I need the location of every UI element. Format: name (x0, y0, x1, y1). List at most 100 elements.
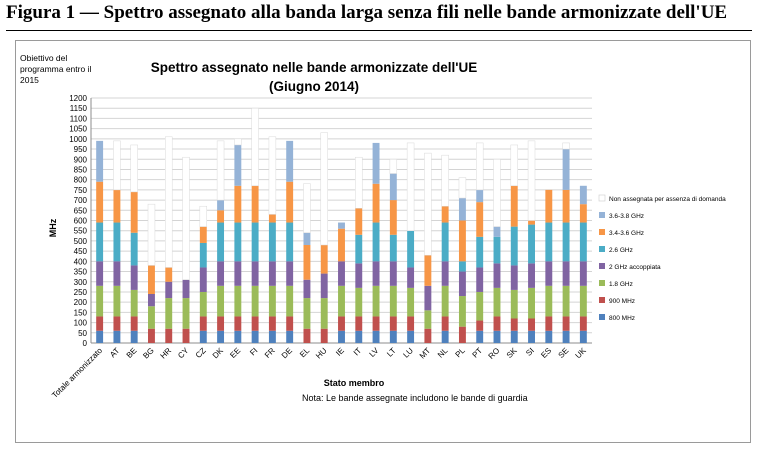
legend-label: 800 MHz (609, 315, 635, 322)
bar-segment (441, 154, 449, 207)
bar-segment (441, 206, 449, 223)
x-tick-label: DK (211, 346, 226, 361)
bar-segment (130, 316, 138, 331)
bar-segment (562, 222, 570, 262)
legend-swatch (599, 246, 605, 252)
x-tick-label: Totale armonizzato (50, 346, 104, 400)
bar-segment (320, 298, 328, 329)
figure-title: Figura 1 — Spettro assegnato alla banda … (6, 2, 728, 23)
bar-segment (441, 285, 449, 317)
y-tick-label: 700 (74, 196, 88, 205)
bar-segment (320, 132, 328, 246)
bar-segment (493, 263, 501, 288)
bar-segment (217, 200, 225, 211)
bar-segment (113, 189, 121, 223)
x-tick-label: LU (401, 346, 415, 360)
bar-segment (389, 261, 397, 286)
bar-segment (493, 159, 501, 227)
y-tick-label: 550 (74, 227, 88, 236)
x-tick-label: CZ (194, 346, 208, 360)
bar-segment (355, 263, 363, 288)
bar-segment (268, 316, 276, 331)
x-tick-label: HR (159, 346, 174, 361)
bar-segment (458, 220, 466, 262)
bar-segment (165, 298, 173, 329)
bar-segment (562, 142, 570, 150)
bar-segment (424, 310, 432, 329)
x-tick-label: SE (557, 346, 571, 360)
bar-segment (407, 316, 415, 331)
bar-segment (96, 181, 104, 223)
bar-segment (476, 142, 484, 191)
bar-segment (130, 289, 138, 317)
bar-segment (510, 318, 518, 331)
bar-segment (389, 200, 397, 235)
bar-segment (338, 316, 345, 331)
bar-segment (355, 208, 363, 235)
bar-segment (424, 255, 432, 286)
x-tick-label: FR (263, 346, 277, 360)
bar-segment (130, 232, 138, 266)
bar-segment (303, 298, 311, 329)
title-rule (6, 30, 752, 31)
bar-segment (234, 316, 242, 331)
bar-segment (182, 298, 190, 329)
bar-segment (407, 230, 415, 268)
bar-segment (199, 316, 207, 331)
bar-segment (217, 330, 225, 343)
bar-segment (476, 189, 484, 203)
bar-segment (130, 330, 138, 343)
bar-segment (389, 285, 397, 317)
bar-segment (130, 191, 138, 233)
y-tick-label: 50 (78, 329, 87, 338)
bar-segment (527, 140, 536, 221)
bar-segment (372, 261, 380, 286)
x-tick-label: BG (141, 346, 156, 361)
x-tick-labels: Totale armonizzato AT BE BG HR CY CZ DK EE FI FR DE… (50, 346, 588, 400)
bar-segment (199, 205, 207, 227)
target-label-line-3: 2015 (20, 75, 39, 85)
bar-segment (251, 107, 259, 187)
bar-segment (493, 236, 501, 264)
bar-segment (545, 285, 553, 317)
bar-segment (251, 285, 259, 317)
bar-segment (303, 279, 311, 299)
bar-segment (424, 328, 432, 343)
bar-segment (441, 222, 449, 262)
y-tick-label: 900 (74, 155, 88, 164)
bar-segment (562, 261, 570, 286)
bar-segment (234, 185, 242, 223)
bar-segment (372, 316, 380, 331)
bar-segment (303, 245, 311, 280)
bar-segment (407, 330, 415, 343)
legend-label: 3.6-3.8 GHz (609, 213, 644, 220)
gridlines (90, 97, 592, 344)
y-tick-label: 450 (74, 247, 88, 256)
y-tick-label: 750 (74, 186, 88, 195)
bar-segment (217, 210, 225, 223)
bar-segment (458, 296, 466, 327)
bar-segment (372, 330, 380, 343)
bar-segment (579, 185, 587, 205)
bar-segment (372, 183, 380, 223)
bar-segment (234, 144, 242, 186)
bar-segment (389, 234, 397, 262)
bar-segment (96, 316, 104, 331)
bar-segment (562, 149, 570, 190)
legend-label: 2 GHz accoppiata (609, 264, 661, 271)
x-tick-label: EL (298, 346, 312, 360)
bar-segment (562, 330, 570, 343)
bar-segment (476, 202, 484, 237)
bar-segment (476, 320, 484, 331)
bar-segment (286, 330, 294, 343)
bar-segment (96, 261, 104, 286)
bar-segment (493, 287, 501, 317)
bar-segment (441, 261, 449, 286)
bar-segment (217, 316, 225, 331)
bar-segment (407, 267, 415, 288)
bar-segment (338, 330, 345, 343)
legend-swatch (599, 263, 605, 269)
x-tick-label: LT (385, 346, 398, 359)
bar-segment (545, 316, 553, 331)
x-tick-label: RO (487, 346, 502, 361)
